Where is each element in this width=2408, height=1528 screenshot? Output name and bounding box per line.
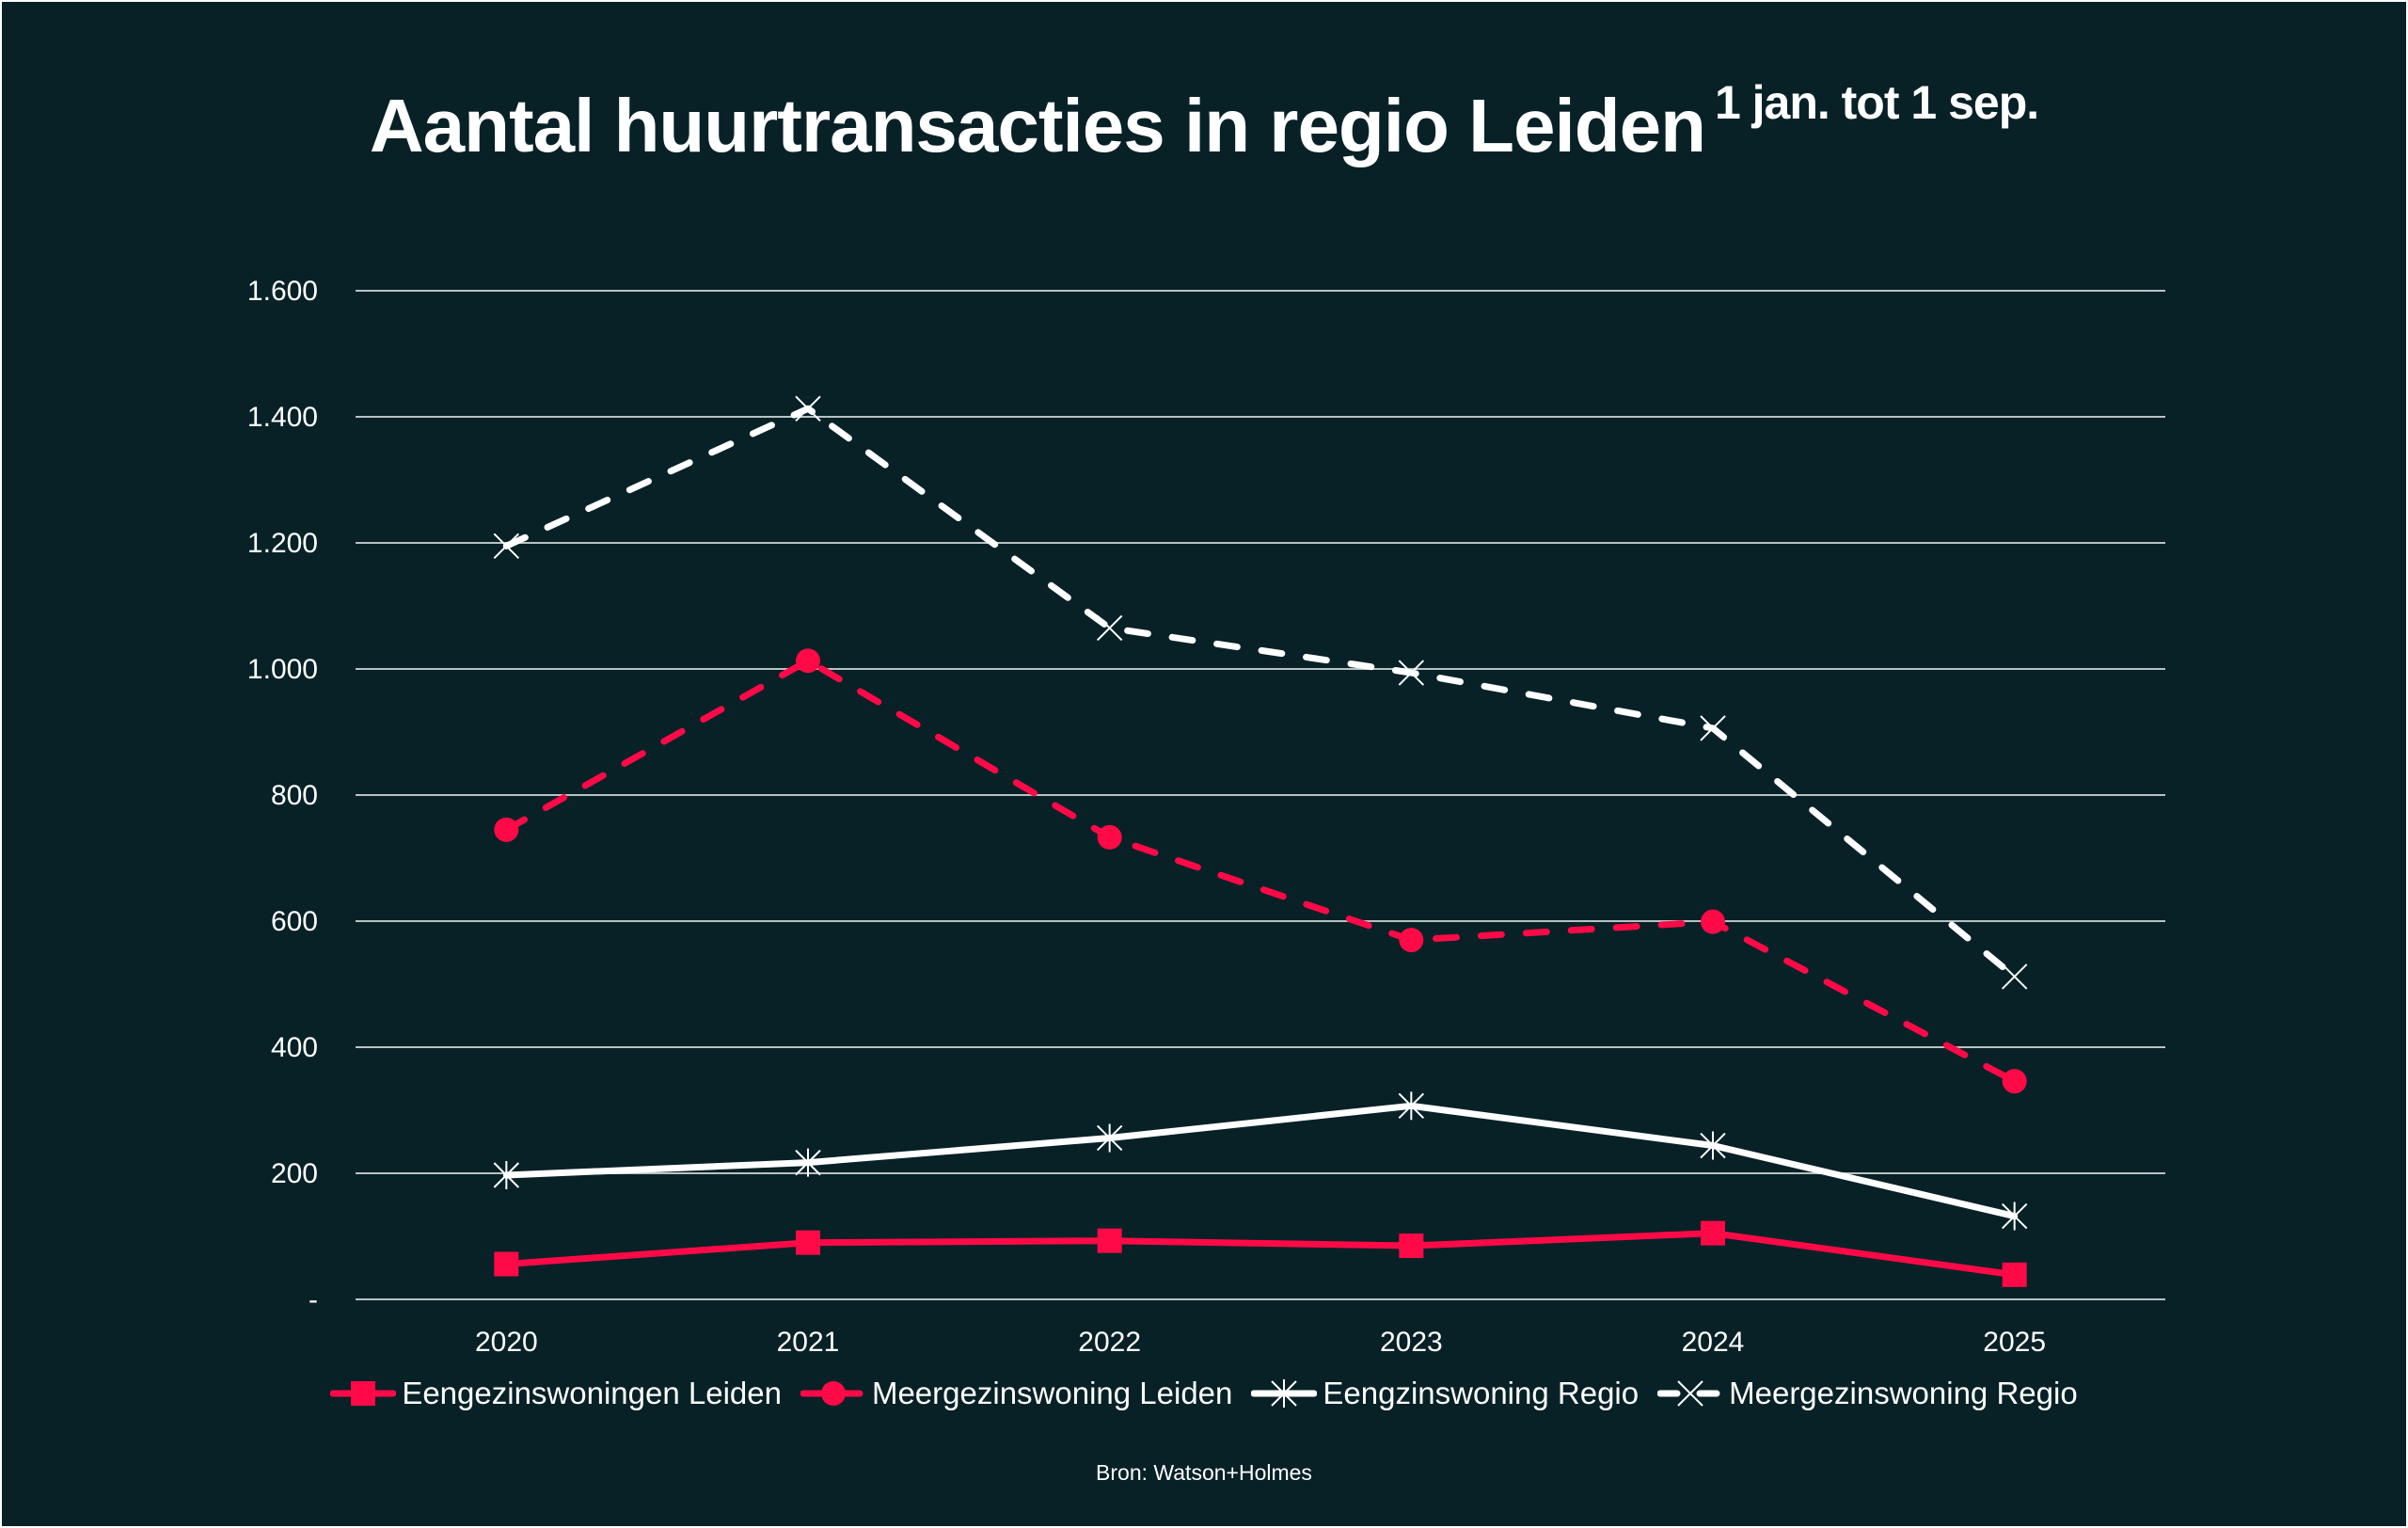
data-point	[796, 1230, 820, 1255]
data-point	[1399, 1234, 1424, 1259]
series-line-3	[502, 1102, 2019, 1220]
legend-swatch	[1657, 1380, 1724, 1407]
y-tick-label: 800	[271, 780, 318, 811]
legend-swatch	[1251, 1379, 1318, 1408]
y-tick-label: 1.200	[247, 528, 318, 559]
x-tick-label: 2020	[475, 1327, 538, 1358]
data-point	[1399, 928, 1424, 953]
data-point	[1700, 1131, 1726, 1160]
source-note: Bron: Watson+Holmes	[1096, 1460, 1312, 1485]
y-tick-label: 200	[271, 1158, 318, 1189]
y-tick-label: 1.400	[247, 402, 318, 433]
title-text: Aantal huurtransacties in regio Leiden	[369, 84, 1706, 167]
legend-marker	[1677, 1380, 1703, 1407]
data-point	[1701, 909, 1725, 934]
data-point	[1097, 1228, 1122, 1253]
series-line-2	[502, 657, 2019, 1085]
data-point	[1398, 1091, 1425, 1121]
data-point	[494, 817, 519, 842]
data-point	[796, 648, 820, 674]
legend-marker	[820, 1381, 846, 1406]
legend-item: Eengzinswoning Regio	[1251, 1376, 1639, 1411]
subtitle: 1 jan. tot 1 sep.	[1714, 76, 2039, 129]
y-tick-label: 400	[271, 1032, 318, 1063]
data-point	[1096, 614, 1123, 642]
data-point	[493, 533, 520, 560]
legend-marker	[351, 1381, 376, 1406]
legend-label: Meergezinswoning Regio	[1729, 1376, 2078, 1410]
data-point	[795, 1148, 821, 1177]
x-tick-label: 2025	[1983, 1327, 2046, 1358]
data-point	[1398, 660, 1425, 686]
legend-label: Eengezinswoningen Leiden	[402, 1376, 782, 1410]
legend-item: Meergezinswoning Leiden	[800, 1376, 1232, 1411]
data-point	[1096, 1123, 1123, 1153]
x-tick-label: 2022	[1078, 1327, 1141, 1358]
legend-swatch	[330, 1381, 397, 1406]
data-point	[2001, 1202, 2028, 1231]
data-point	[2001, 963, 2028, 990]
y-tick-label: -	[309, 1284, 318, 1315]
data-point	[2002, 1262, 2027, 1287]
data-point	[1701, 1220, 1725, 1246]
legend-marker	[1271, 1379, 1298, 1408]
data-point	[1700, 715, 1726, 741]
data-point	[493, 1161, 520, 1190]
data-point	[2002, 1069, 2027, 1094]
legend-swatch	[800, 1381, 866, 1406]
legend-item: Eengezinswoningen Leiden	[330, 1376, 782, 1411]
chart-title: Aantal huurtransacties in regio Leiden 1 …	[0, 76, 2408, 169]
x-tick-label: 2023	[1380, 1327, 1443, 1358]
legend-label: Eengzinswoning Regio	[1323, 1376, 1640, 1410]
data-point	[494, 1251, 519, 1277]
legend-label: Meergezinswoning Leiden	[871, 1376, 1233, 1410]
y-tick-label: 600	[271, 906, 318, 937]
data-point	[795, 395, 821, 422]
legend-item: Meergezinswoning Regio	[1657, 1376, 2078, 1411]
y-tick-label: 1.000	[247, 654, 318, 685]
series-line-1	[502, 1230, 2019, 1279]
data-point	[1097, 824, 1122, 850]
series-line-4	[502, 405, 2019, 980]
legend: Eengezinswoningen Leiden Meergezinswoning…	[0, 1376, 2408, 1411]
x-tick-label: 2024	[1682, 1327, 1745, 1358]
y-tick-label: 1.600	[247, 276, 318, 307]
x-tick-label: 2021	[777, 1327, 840, 1358]
